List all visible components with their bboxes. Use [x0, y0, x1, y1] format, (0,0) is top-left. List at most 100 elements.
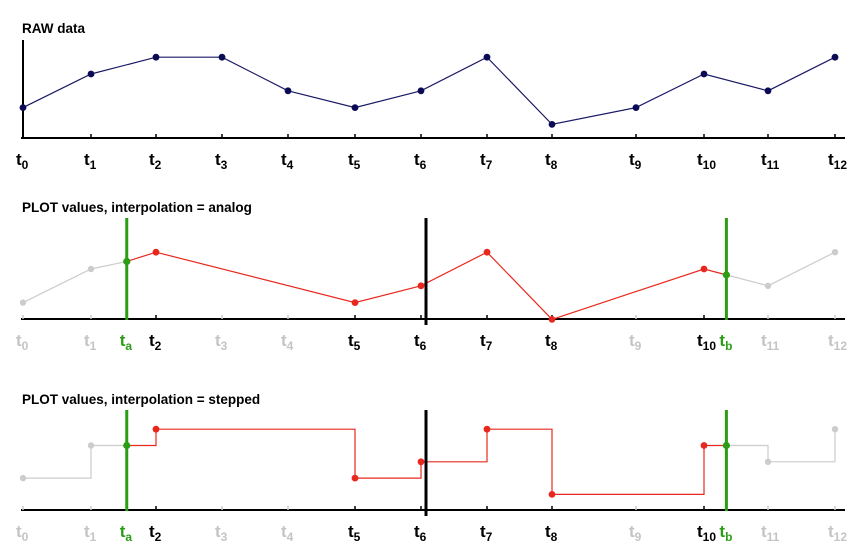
- tick-label-subscript: 6: [420, 530, 427, 544]
- tick-label: t4: [281, 331, 294, 353]
- inactive-segment-left: [22, 260, 127, 304]
- tick-label-letter: t: [215, 331, 221, 350]
- cursor-b-point: [722, 441, 731, 450]
- tick-label-subscript: a: [125, 530, 132, 544]
- tick-label-subscript: 11: [767, 339, 780, 353]
- tick-label-subscript: 4: [287, 530, 294, 544]
- tick-label: t0: [16, 331, 29, 353]
- panel-analog-plot: t0 t1 ta t2 t3 t4 t5 t6 t7 t8 t9 t10 tb t11 t12: [16, 218, 847, 353]
- stepped-active-line: [126, 428, 727, 495]
- inactive-point: [87, 265, 95, 273]
- tick-label: t3: [215, 150, 228, 172]
- tick-label: t4: [281, 522, 294, 544]
- tick-label-subscript: 5: [354, 339, 361, 353]
- tick-label-subscript: 2: [155, 530, 162, 544]
- tick-label-letter: t: [828, 331, 834, 350]
- tick-label: t8: [545, 150, 558, 172]
- tick-label-subscript: 0: [22, 339, 29, 353]
- tick-label-subscript: 2: [155, 339, 162, 353]
- raw-point: [351, 104, 359, 111]
- inactive-point: [19, 299, 27, 306]
- tick-label-letter: t: [281, 150, 287, 169]
- tick-label: t9: [629, 150, 642, 172]
- tick-label: t7: [480, 331, 493, 353]
- raw-point: [87, 70, 95, 78]
- tick-label-subscript: 9: [635, 530, 642, 544]
- panel-raw-title: RAW data: [22, 21, 85, 36]
- raw-point: [632, 104, 640, 111]
- tick-label-subscript: 3: [221, 339, 228, 353]
- tick-label: t2: [149, 331, 162, 353]
- tick-label-letter: t: [761, 522, 767, 541]
- tick-label-letter: t: [348, 331, 354, 350]
- inactive-point: [87, 442, 95, 449]
- tick-label: t12: [828, 331, 847, 353]
- tick-label-subscript: 0: [22, 530, 29, 544]
- raw-point: [284, 87, 292, 95]
- tick-label-letter: t: [84, 331, 90, 350]
- raw-point: [831, 53, 839, 61]
- tick-label-letter: t: [480, 522, 486, 541]
- tick-label-letter: t: [16, 331, 22, 350]
- tick-label: t6: [414, 331, 427, 353]
- tick-label: t4: [281, 150, 294, 172]
- active-point: [417, 458, 425, 466]
- tick-label: t2: [149, 150, 162, 172]
- tick-label-subscript: 8: [551, 158, 558, 172]
- tick-label: t12: [828, 150, 847, 172]
- tick-label-letter: t: [215, 150, 221, 169]
- tick-label-letter: t: [120, 331, 126, 350]
- tick-label-letter: t: [761, 331, 767, 350]
- tick-label-subscript: 10: [703, 158, 717, 172]
- tick-label-letter: t: [629, 150, 635, 169]
- tick-label: t11: [761, 331, 780, 353]
- raw-point: [417, 87, 425, 95]
- tick-label-letter: t: [281, 522, 287, 541]
- tick-label-letter: t: [719, 522, 725, 541]
- tick-label: t12: [828, 522, 847, 544]
- tick-label-letter: t: [149, 150, 155, 169]
- tick-label: t10: [697, 331, 716, 353]
- tick-label-letter: t: [828, 522, 834, 541]
- tick-label-subscript: 10: [703, 339, 717, 353]
- raw-point: [548, 121, 556, 128]
- tick-label: t2: [149, 522, 162, 544]
- tick-label-subscript: 4: [287, 339, 294, 353]
- tick-label-letter: t: [84, 150, 90, 169]
- tick-label: t5: [348, 331, 361, 353]
- tick-label: t7: [480, 150, 493, 172]
- tick-label: t11: [761, 522, 780, 544]
- raw-series-line: [22, 56, 836, 126]
- tick-label-subscript: 1: [90, 158, 97, 172]
- tick-label: t0: [16, 522, 29, 544]
- tick-label: t1: [84, 331, 97, 353]
- tick-label-letter: t: [84, 522, 90, 541]
- tick-label: t9: [629, 522, 642, 544]
- tick-label-subscript: 6: [420, 339, 427, 353]
- analog-active-line: [126, 251, 727, 321]
- tick-label-letter: t: [120, 522, 126, 541]
- tick-label-subscript: 5: [354, 530, 361, 544]
- tick-label-letter: t: [480, 150, 486, 169]
- active-point: [700, 442, 708, 449]
- tick-label: t10: [697, 150, 716, 172]
- inactive-step-right: [726, 429, 836, 463]
- tick-label-subscript: 4: [287, 158, 294, 172]
- tick-label: t5: [348, 150, 361, 172]
- tick-label: tb: [719, 522, 732, 544]
- tick-label: t1: [84, 150, 97, 172]
- active-point: [417, 282, 425, 290]
- tick-label: tb: [719, 331, 732, 353]
- cursor-b-point: [722, 271, 731, 279]
- tick-label: t5: [348, 522, 361, 544]
- tick-label: t10: [697, 522, 716, 544]
- tick-label: t3: [215, 331, 228, 353]
- tick-label-subscript: 3: [221, 158, 228, 172]
- tick-label-letter: t: [16, 150, 22, 169]
- active-point: [351, 474, 359, 482]
- tick-label-subscript: 1: [90, 530, 97, 544]
- tick-label-letter: t: [16, 522, 22, 541]
- tick-label-subscript: 12: [834, 530, 848, 544]
- tick-label-subscript: 8: [551, 530, 558, 544]
